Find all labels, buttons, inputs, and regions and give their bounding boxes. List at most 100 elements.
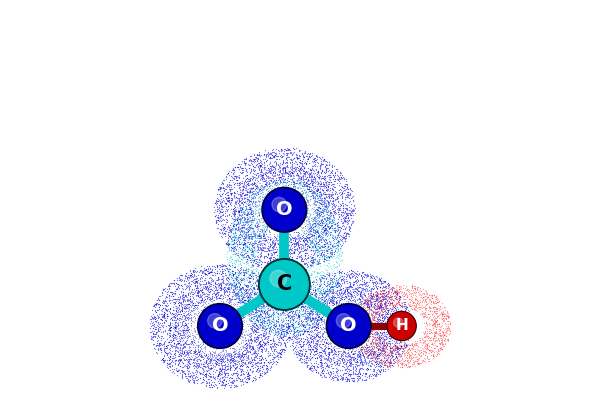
Point xyxy=(359,337,368,344)
Point xyxy=(176,346,186,353)
Point xyxy=(220,385,230,391)
Point xyxy=(366,290,376,297)
Point xyxy=(320,226,330,233)
Point xyxy=(373,352,383,359)
Point xyxy=(366,351,376,357)
Point xyxy=(243,215,253,222)
Point xyxy=(375,297,385,304)
Point xyxy=(245,312,255,319)
Point xyxy=(315,371,325,378)
Point xyxy=(173,344,183,351)
Point xyxy=(321,166,330,172)
Point xyxy=(385,301,395,308)
Point xyxy=(203,351,213,358)
Point xyxy=(289,293,299,300)
Point xyxy=(204,279,214,285)
Point xyxy=(239,248,249,254)
Point xyxy=(275,155,284,162)
Point xyxy=(255,193,265,200)
Point xyxy=(310,220,320,227)
Point xyxy=(263,199,272,206)
Point xyxy=(394,285,404,292)
Point xyxy=(300,282,310,289)
Point xyxy=(305,241,315,248)
Point xyxy=(369,313,379,319)
Point xyxy=(165,327,175,334)
Point xyxy=(427,292,437,299)
Point xyxy=(307,368,316,374)
Point xyxy=(228,272,237,279)
Point xyxy=(417,290,427,297)
Point xyxy=(277,256,287,263)
Point xyxy=(190,289,200,295)
Point xyxy=(175,310,184,317)
Point xyxy=(360,297,370,304)
Point xyxy=(220,352,230,359)
Point xyxy=(230,362,240,368)
Point xyxy=(336,278,346,284)
Point xyxy=(329,250,339,257)
Point xyxy=(242,234,251,241)
Point xyxy=(318,224,328,230)
Point xyxy=(201,299,210,306)
Point xyxy=(309,227,319,233)
Point xyxy=(371,287,381,294)
Point xyxy=(396,318,406,324)
Point xyxy=(262,313,272,319)
Point xyxy=(199,294,208,300)
Point xyxy=(265,150,274,157)
Point xyxy=(335,186,344,192)
Point xyxy=(435,303,445,310)
Point xyxy=(203,340,213,346)
Point xyxy=(400,361,410,367)
Point xyxy=(224,294,234,301)
Point xyxy=(230,365,240,372)
Point xyxy=(373,319,382,325)
Point xyxy=(316,223,326,230)
Point xyxy=(375,344,385,351)
Point xyxy=(233,249,243,256)
Point xyxy=(339,290,349,297)
Point xyxy=(231,273,240,280)
Point xyxy=(371,330,381,337)
Point xyxy=(272,333,281,340)
Point xyxy=(248,314,257,321)
Point xyxy=(228,219,238,226)
Point xyxy=(240,209,250,216)
Point xyxy=(385,360,394,367)
Point xyxy=(236,193,246,199)
Point xyxy=(218,293,228,299)
Point xyxy=(312,281,322,288)
Point xyxy=(390,311,399,318)
Point xyxy=(197,296,207,302)
Point xyxy=(177,316,187,322)
Point xyxy=(219,187,228,194)
Point xyxy=(328,200,338,207)
Point xyxy=(277,243,287,250)
Point xyxy=(276,269,286,275)
Point xyxy=(360,286,370,293)
Point xyxy=(378,317,387,323)
Point xyxy=(269,154,278,160)
Point xyxy=(393,351,403,357)
Point xyxy=(333,283,343,289)
Point xyxy=(371,371,381,378)
Point xyxy=(373,320,383,326)
Point xyxy=(419,329,428,335)
Point xyxy=(335,286,344,292)
Point xyxy=(375,297,385,304)
Point xyxy=(370,317,380,323)
Point xyxy=(292,171,302,177)
Point xyxy=(289,345,299,352)
Point xyxy=(306,167,315,173)
Point xyxy=(404,353,414,359)
Point xyxy=(324,357,334,363)
Point xyxy=(279,186,289,193)
Point xyxy=(294,179,304,186)
Point xyxy=(326,239,335,246)
Point xyxy=(262,186,271,192)
Point xyxy=(329,296,339,303)
Point xyxy=(393,287,402,294)
Point xyxy=(177,366,187,373)
Point xyxy=(347,348,356,355)
